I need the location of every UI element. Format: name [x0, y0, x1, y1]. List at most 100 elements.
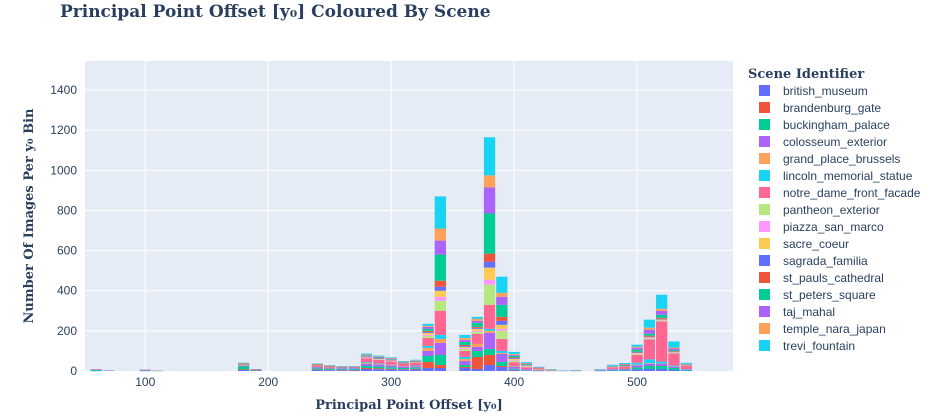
- bar-segment-st_peters_square[interactable]: [668, 350, 680, 352]
- bar-segment-st_pauls_cathedral[interactable]: [643, 335, 656, 337]
- bar-segment-grand_place_brussels[interactable]: [643, 363, 656, 364]
- bar-segment-buckingham_palace[interactable]: [237, 366, 250, 370]
- bar-segment-colosseum_exterior[interactable]: [496, 353, 508, 362]
- bar-segment-british_museum[interactable]: [496, 366, 508, 371]
- bar-segment-trevi_fountain[interactable]: [483, 137, 496, 176]
- bar-segment-brandenburg_gate[interactable]: [496, 365, 508, 367]
- bar-segment-british_museum[interactable]: [311, 369, 324, 371]
- bar-segment-pantheon_exterior[interactable]: [483, 284, 496, 305]
- bar-segment-st_peters_square[interactable]: [459, 341, 471, 345]
- legend-swatch-colosseum_exterior[interactable]: [759, 136, 770, 147]
- bar-segment-notre_dame_front_facade[interactable]: [520, 367, 533, 370]
- bar-segment-sagrada_familia[interactable]: [471, 327, 483, 329]
- bar-segment-taj_mahal[interactable]: [520, 363, 533, 364]
- bar-segment-pantheon_exterior[interactable]: [434, 300, 447, 311]
- bar-segment-lincoln_memorial_statue[interactable]: [631, 362, 643, 365]
- bar-segment-temple_nara_japan[interactable]: [471, 318, 483, 321]
- bar-segment-st_peters_square[interactable]: [422, 328, 434, 331]
- bar-segment-trevi_fountain[interactable]: [606, 364, 619, 366]
- bar-segment-british_museum[interactable]: [410, 369, 422, 371]
- bar-segment-colosseum_exterior[interactable]: [520, 369, 533, 371]
- bar-segment-taj_mahal[interactable]: [619, 364, 631, 365]
- bar-segment-trevi_fountain[interactable]: [631, 344, 643, 347]
- bar-segment-notre_dame_front_facade[interactable]: [631, 354, 643, 363]
- bar-segment-trevi_fountain[interactable]: [496, 276, 508, 293]
- bar-segment-buckingham_palace[interactable]: [90, 369, 102, 371]
- bar-segment-british_museum[interactable]: [606, 370, 619, 371]
- bar-segment-colosseum_exterior[interactable]: [668, 366, 680, 368]
- bar-segment-notre_dame_front_facade[interactable]: [508, 362, 520, 367]
- bar-segment-grand_place_brussels[interactable]: [496, 352, 508, 354]
- bar-segment-lincoln_memorial_statue[interactable]: [373, 363, 385, 365]
- bar-segment-st_peters_square[interactable]: [619, 364, 631, 366]
- legend-label-buckingham_palace[interactable]: buckingham_palace: [783, 118, 890, 132]
- legend-label-notre_dame_front_facade[interactable]: notre_dame_front_facade: [783, 186, 921, 200]
- legend-label-british_museum[interactable]: british_museum: [783, 84, 868, 98]
- bar-segment-buckingham_palace[interactable]: [508, 368, 520, 370]
- bar-segment-st_peters_square[interactable]: [631, 349, 643, 352]
- bar-segment-sacre_coeur[interactable]: [434, 290, 447, 297]
- bar-segment-notre_dame_front_facade[interactable]: [336, 367, 348, 369]
- bar-segment-st_peters_square[interactable]: [434, 254, 447, 281]
- bar-segment-sagrada_familia[interactable]: [496, 320, 508, 325]
- bar-segment-british_museum[interactable]: [434, 367, 447, 371]
- bar-segment-buckingham_palace[interactable]: [459, 364, 471, 367]
- bar-segment-st_pauls_cathedral[interactable]: [434, 280, 447, 287]
- bar-segment-pantheon_exterior[interactable]: [668, 352, 680, 354]
- bar-segment-notre_dame_front_facade[interactable]: [619, 366, 631, 369]
- bar-segment-colosseum_exterior[interactable]: [619, 368, 631, 370]
- bar-segment-st_pauls_cathedral[interactable]: [496, 316, 508, 321]
- bar-segment-taj_mahal[interactable]: [459, 339, 471, 342]
- legend-label-st_peters_square[interactable]: st_peters_square: [783, 288, 876, 302]
- bar-segment-temple_nara_japan[interactable]: [508, 353, 520, 355]
- bar-segment-british_museum[interactable]: [631, 369, 643, 371]
- bar-segment-buckingham_palace[interactable]: [373, 366, 385, 369]
- legend-label-pantheon_exterior[interactable]: pantheon_exterior: [783, 203, 880, 217]
- bar-segment-notre_dame_front_facade[interactable]: [643, 339, 656, 360]
- bar-segment-piazza_san_marco[interactable]: [459, 347, 471, 349]
- bar-segment-lincoln_memorial_statue[interactable]: [434, 334, 447, 339]
- bar-segment-notre_dame_front_facade[interactable]: [533, 369, 545, 371]
- bar-segment-trevi_fountain[interactable]: [668, 341, 680, 348]
- bar-segment-notre_dame_front_facade[interactable]: [680, 365, 692, 370]
- bar-segment-temple_nara_japan[interactable]: [422, 325, 434, 327]
- bar-segment-notre_dame_front_facade[interactable]: [237, 364, 250, 366]
- bar-segment-trevi_fountain[interactable]: [360, 353, 373, 355]
- bar-segment-piazza_san_marco[interactable]: [434, 296, 447, 301]
- bar-segment-buckingham_palace[interactable]: [422, 355, 434, 362]
- bar-segment-buckingham_palace[interactable]: [311, 368, 324, 370]
- legend-swatch-st_peters_square[interactable]: [759, 289, 770, 300]
- legend-swatch-buckingham_palace[interactable]: [759, 119, 770, 130]
- legend-swatch-lincoln_memorial_statue[interactable]: [759, 170, 770, 181]
- bar-segment-colosseum_exterior[interactable]: [643, 363, 656, 366]
- bar-segment-british_museum[interactable]: [483, 364, 496, 371]
- bar-segment-trevi_fountain[interactable]: [373, 355, 385, 357]
- bar-segment-grand_place_brussels[interactable]: [422, 347, 434, 351]
- bar-segment-notre_dame_front_facade[interactable]: [324, 366, 336, 368]
- bar-segment-colosseum_exterior[interactable]: [422, 350, 434, 356]
- bar-segment-sacre_coeur[interactable]: [508, 358, 520, 360]
- bar-segment-sagrada_familia[interactable]: [508, 358, 520, 359]
- bar-segment-british_museum[interactable]: [656, 368, 668, 371]
- bar-segment-buckingham_palace[interactable]: [471, 350, 483, 357]
- bar-segment-taj_mahal[interactable]: [385, 358, 397, 360]
- bar-segment-lincoln_memorial_statue[interactable]: [643, 359, 656, 364]
- bar-segment-sagrada_familia[interactable]: [656, 318, 668, 320]
- bar-segment-lincoln_memorial_statue[interactable]: [360, 362, 373, 364]
- bar-segment-taj_mahal[interactable]: [496, 296, 508, 305]
- bar-segment-sacre_coeur[interactable]: [422, 332, 434, 335]
- bar-segment-buckingham_palace[interactable]: [483, 348, 496, 355]
- bar-segment-buckingham_palace[interactable]: [619, 369, 631, 371]
- bar-segment-grand_place_brussels[interactable]: [459, 358, 471, 361]
- bar-segment-lincoln_memorial_statue[interactable]: [422, 345, 434, 348]
- bar-segment-lincoln_memorial_statue[interactable]: [459, 356, 471, 359]
- bar-segment-pantheon_exterior[interactable]: [520, 366, 533, 368]
- bar-segment-trevi_fountain[interactable]: [385, 357, 397, 358]
- bar-segment-pantheon_exterior[interactable]: [422, 335, 434, 338]
- bar-segment-notre_dame_front_facade[interactable]: [496, 338, 508, 351]
- bar-segment-st_peters_square[interactable]: [520, 363, 533, 365]
- bar-segment-st_peters_square[interactable]: [373, 357, 385, 359]
- bar-segment-temple_nara_japan[interactable]: [643, 327, 656, 330]
- bar-segment-sagrada_familia[interactable]: [483, 261, 496, 268]
- bar-segment-lincoln_memorial_statue[interactable]: [496, 350, 508, 353]
